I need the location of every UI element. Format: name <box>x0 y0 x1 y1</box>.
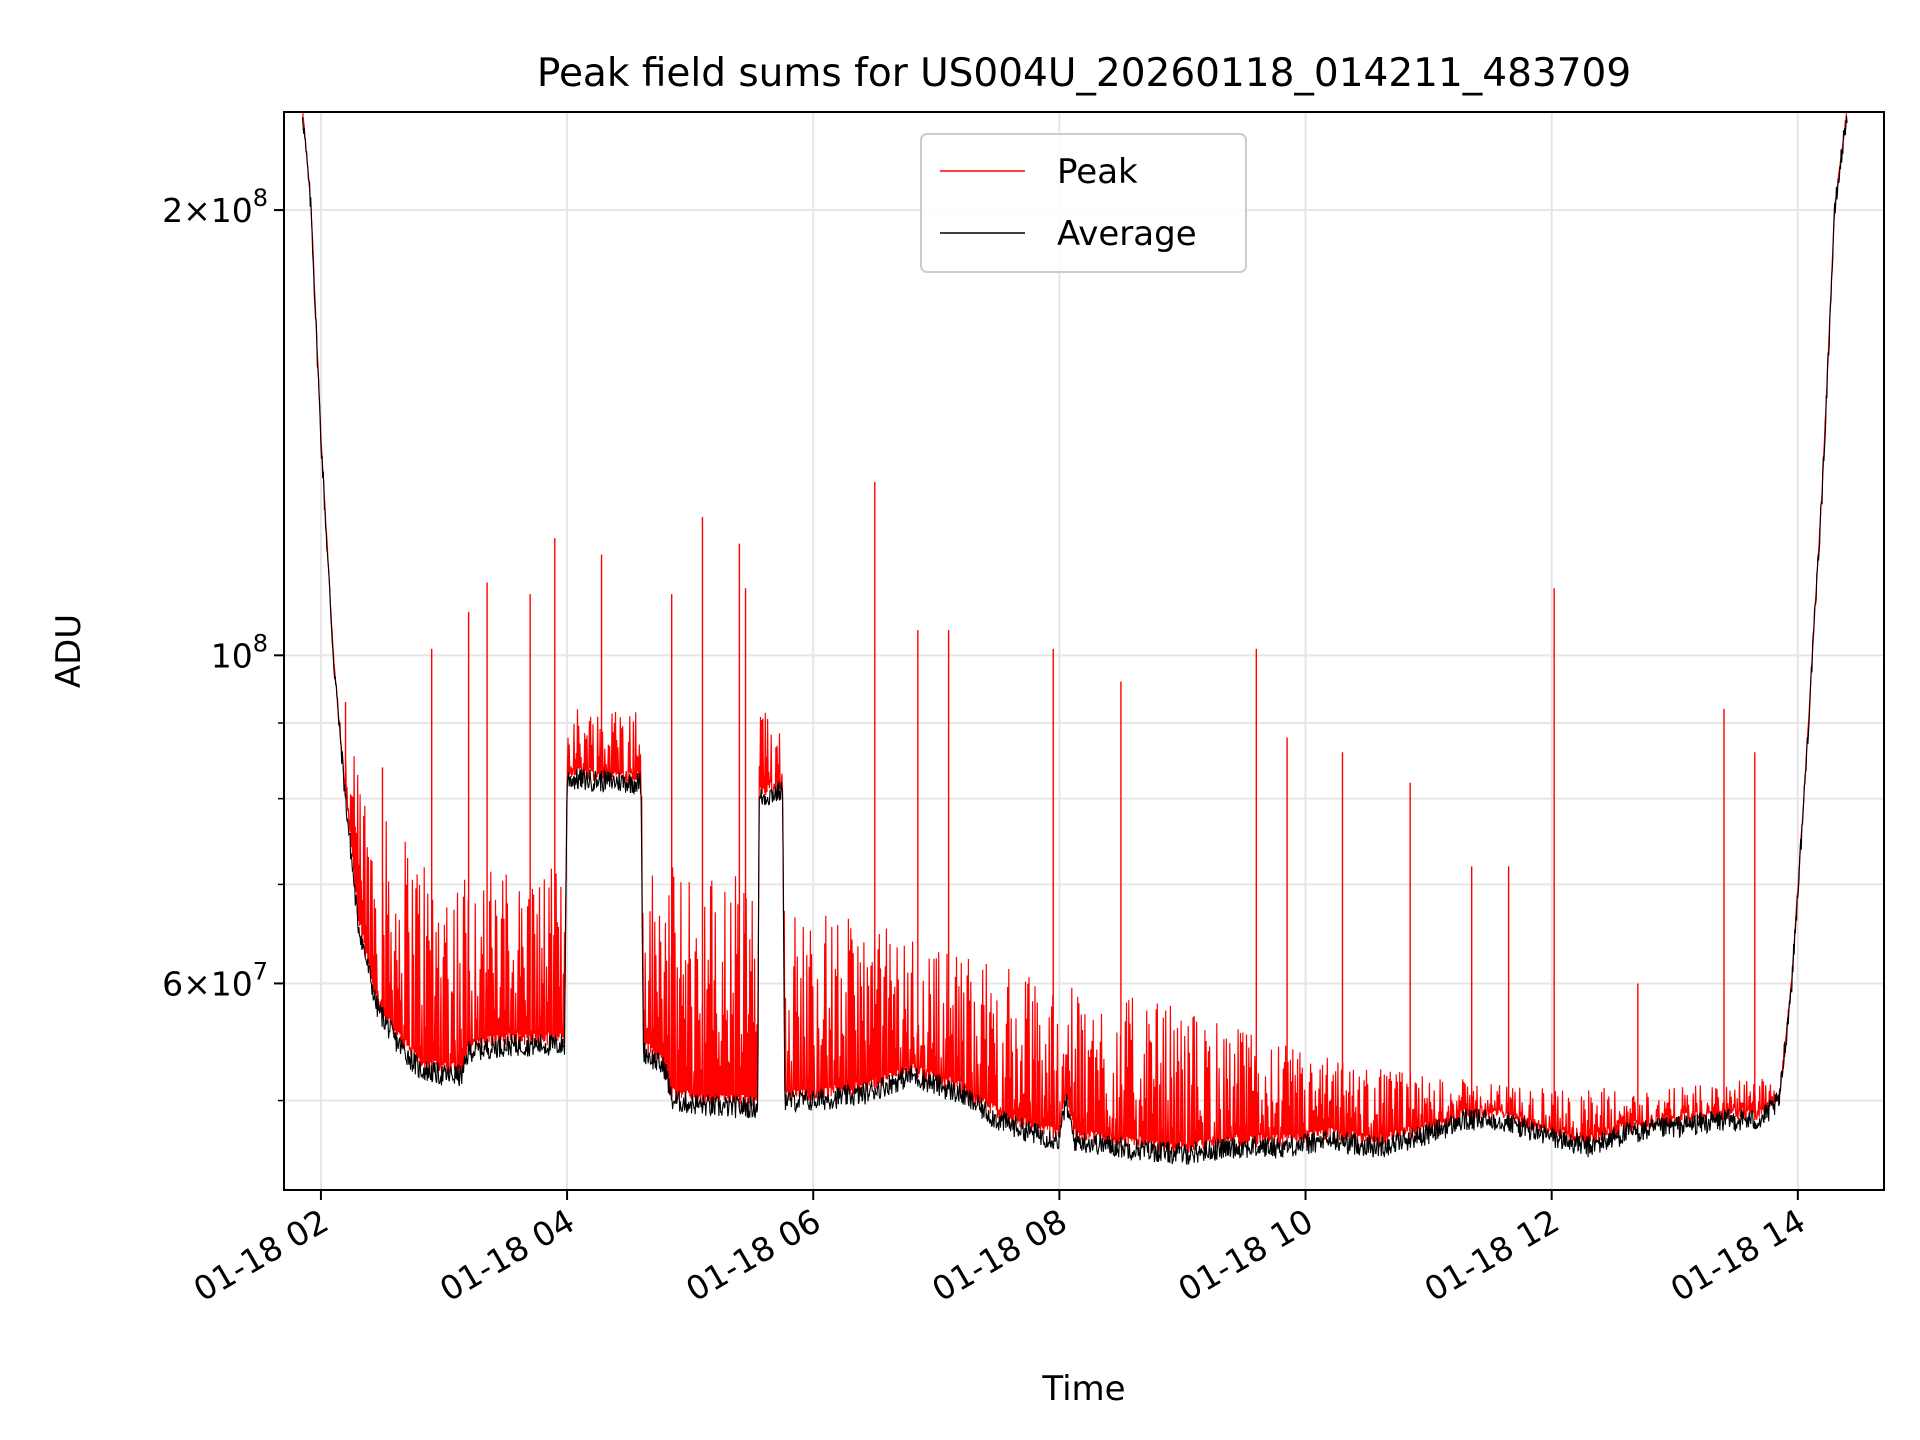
y-axis-label: ADU <box>49 614 89 688</box>
y-tick-base: 10 <box>211 191 253 230</box>
y-tick-base: 10 <box>211 636 253 675</box>
series-peak-line <box>302 112 1848 1153</box>
y-tick-base: 10 <box>211 964 253 1003</box>
x-axis-label: Time <box>1041 1369 1125 1409</box>
series-average-line <box>301 115 1848 1166</box>
y-tick-mantissa: 2 <box>162 191 183 230</box>
plot-frame <box>283 111 1885 1191</box>
y-tick-label: 108 <box>211 629 268 675</box>
series-group <box>301 112 1848 1166</box>
y-tick-times: × <box>183 191 211 230</box>
legend-label-average: Average <box>1057 214 1197 254</box>
y-tick-exponent: 8 <box>253 184 268 212</box>
y-tick-times: × <box>183 964 211 1003</box>
y-tick-exponent: 7 <box>253 957 268 985</box>
legend-box <box>920 133 1247 273</box>
y-tick-label: 2×108 <box>162 184 268 230</box>
y-tick-exponent: 8 <box>253 629 268 657</box>
legend-label-peak: Peak <box>1057 152 1138 192</box>
legend: Peak Average <box>920 133 1247 273</box>
y-tick-mantissa: 6 <box>162 964 183 1003</box>
y-tick-label: 6×107 <box>162 957 268 1003</box>
chart-title: Peak field sums for US004U_20260118_0142… <box>537 51 1631 96</box>
